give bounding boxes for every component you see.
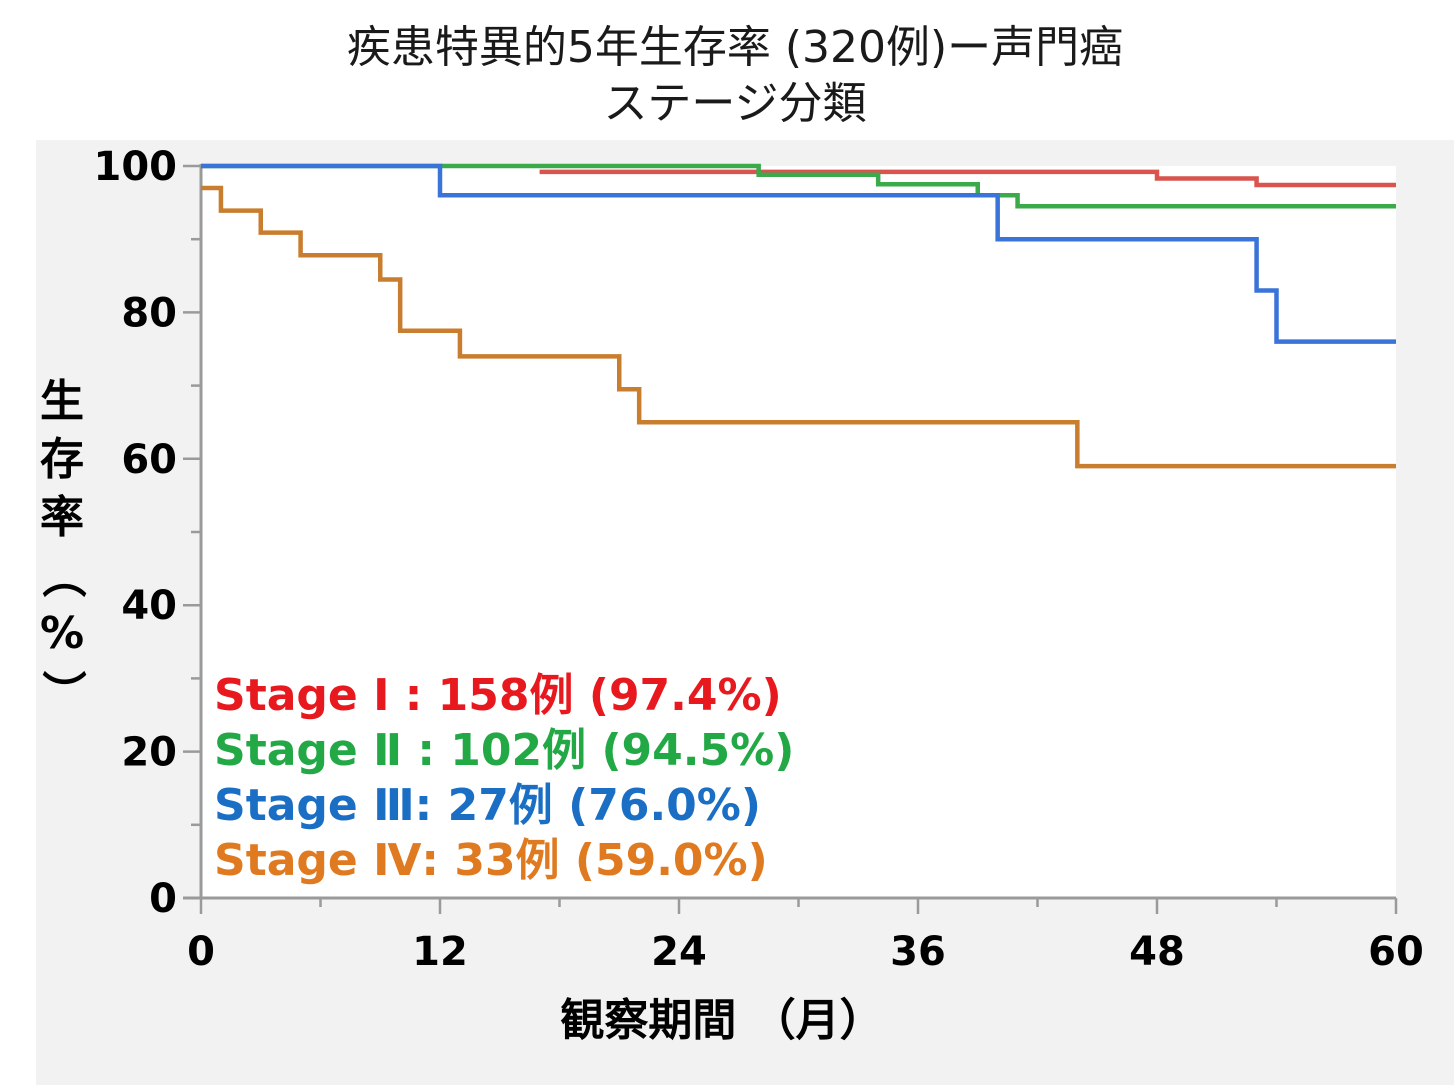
x-tick-label: 48	[1129, 929, 1185, 975]
chart-subtitle: ステージ分類	[603, 78, 866, 129]
y-tick-label: 20	[121, 730, 177, 776]
legend: Stage Ⅰ : 158例 (97.4%)Stage Ⅱ : 102例 (94…	[214, 670, 794, 886]
x-tick-label: 60	[1368, 929, 1424, 975]
series-line-2	[201, 163, 1396, 209]
series-layer	[201, 163, 1396, 469]
x-tick-label: 24	[651, 929, 707, 975]
y-axis-label-char: ）	[37, 670, 88, 714]
legend-entry-3: Stage Ⅲ: 27例 (76.0%)	[214, 780, 761, 831]
y-tick-label: 40	[121, 583, 177, 629]
series-line-4	[201, 185, 1396, 469]
y-axis-label: 生存率 （% ）	[37, 376, 88, 714]
y-axis-label-char: 存	[40, 434, 84, 485]
legend-entry-4: Stage Ⅳ: 33例 (59.0%)	[214, 835, 768, 886]
legend-entry-2: Stage Ⅱ : 102例 (94.5%)	[214, 725, 794, 776]
y-axis-label-char: 率	[40, 492, 84, 543]
chart-title: 疾患特異的5年生存率 (320例)ー声門癌	[347, 22, 1123, 73]
tick-labels: 0 20 40 60 80 100 0 12 24 36 48 60	[94, 144, 1424, 975]
y-tick-label: 0	[149, 876, 177, 922]
y-tick-label: 100	[94, 144, 178, 190]
series-line-3	[201, 163, 1396, 344]
x-tick-label: 12	[412, 929, 468, 975]
axes	[183, 164, 1398, 914]
x-tick-label: 36	[890, 929, 946, 975]
y-tick-label: 80	[121, 290, 177, 336]
y-axis-label-char: （	[37, 554, 88, 598]
y-axis-label-char: 生	[40, 376, 84, 427]
legend-entry-1: Stage Ⅰ : 158例 (97.4%)	[214, 670, 782, 721]
y-tick-label: 60	[121, 437, 177, 483]
x-axis-label: 観察期間 （月）	[560, 995, 883, 1046]
x-tick-label: 0	[187, 929, 215, 975]
y-axis-label-char: %	[40, 608, 84, 659]
